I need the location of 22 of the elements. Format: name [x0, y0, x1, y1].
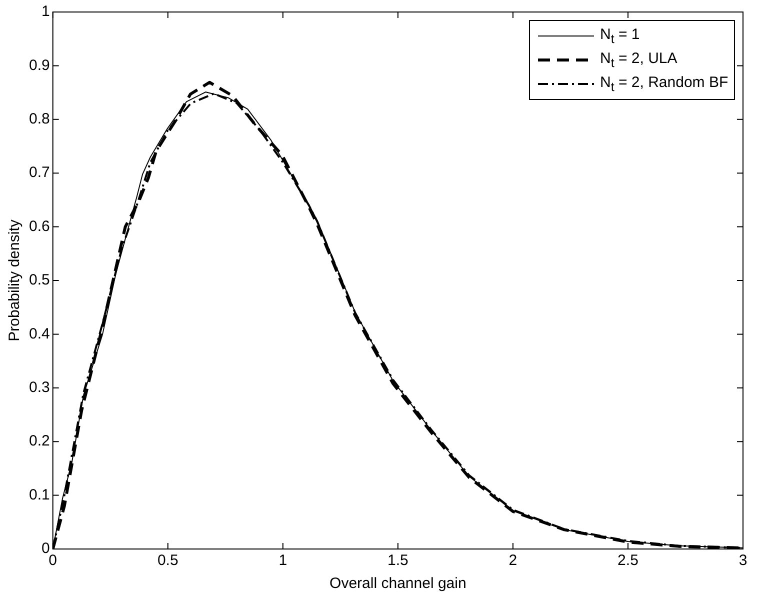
x-tick-label: 1.5 [387, 552, 408, 570]
y-tick-label: 0.9 [28, 56, 50, 74]
y-tick-label: 0.8 [28, 110, 50, 128]
y-axis-title: Probability density [6, 219, 24, 342]
legend-label: N$_{t}$ = 2, Random BF [600, 74, 728, 94]
x-axis-title: Overall channel gain [330, 575, 466, 592]
y-tick-label: 0.1 [28, 486, 50, 504]
x-tick-label: 2.5 [618, 552, 638, 570]
y-tick-label: 0.2 [28, 432, 50, 450]
legend-label: N$_{t}$ = 2, ULA [600, 50, 678, 70]
y-tick-label: 0.7 [28, 164, 50, 182]
y-tick-label: 0.6 [28, 218, 50, 235]
y-tick-label: 0 [42, 540, 50, 558]
y-tick-label: 0.5 [28, 272, 50, 289]
y-tick-label: 1 [42, 3, 50, 20]
x-tick-label: 2 [508, 552, 518, 570]
y-tick-label: 0.4 [28, 325, 50, 342]
x-tick-label: 0.5 [157, 552, 178, 570]
y-tick-label: 0.3 [28, 379, 50, 396]
legend-label: N$_{t}$ = 1 [600, 26, 640, 46]
x-tick-label: 3 [738, 552, 748, 570]
x-tick-label: 1 [278, 552, 288, 570]
